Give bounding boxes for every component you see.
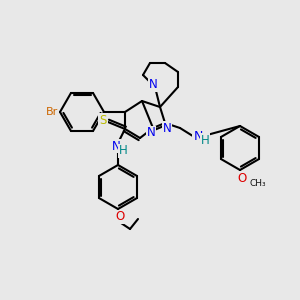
Text: O: O [116,211,124,224]
Text: N: N [112,140,120,152]
Text: CH₃: CH₃ [250,179,267,188]
Text: N: N [148,79,158,92]
Text: N: N [147,127,155,140]
Text: N: N [163,122,171,134]
Text: H: H [118,145,127,158]
Text: S: S [99,113,107,127]
Text: O: O [237,172,247,184]
Text: N: N [193,130,203,142]
Text: Br: Br [46,107,58,117]
Text: H: H [201,134,209,146]
